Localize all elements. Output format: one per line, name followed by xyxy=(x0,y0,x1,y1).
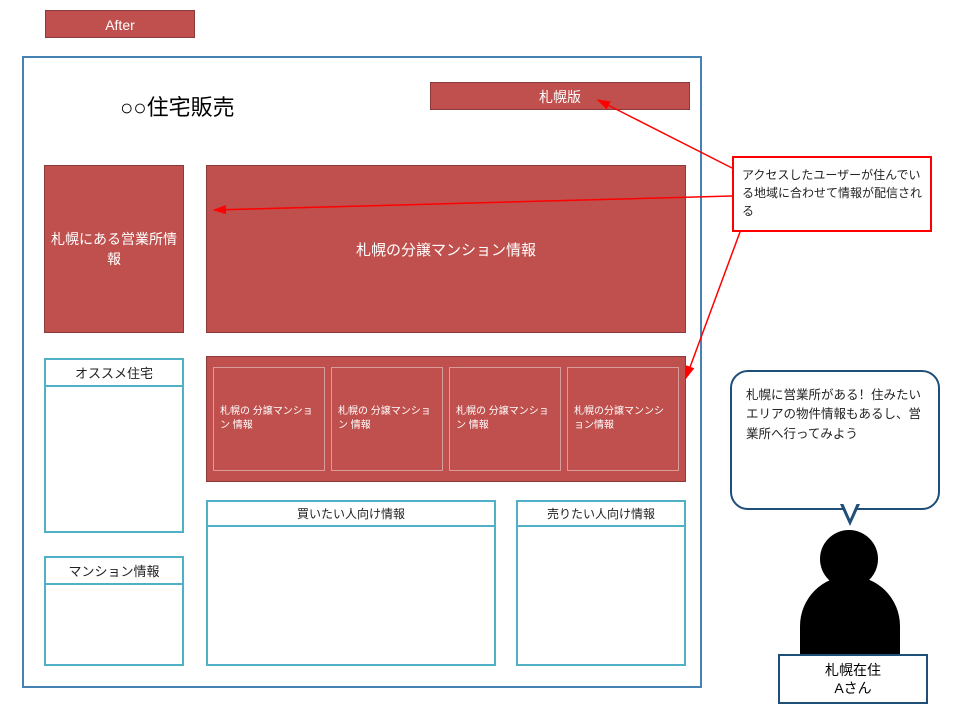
after-badge: After xyxy=(45,10,195,38)
sell-info-header: 売りたい人向け情報 xyxy=(518,502,684,527)
sidebar-mansion-box: マンション情報 xyxy=(44,556,184,666)
speech-tail xyxy=(840,504,860,526)
sidebar-mansion-header: マンション情報 xyxy=(46,558,182,585)
cards-row: 札幌の 分譲マンション 情報 札幌の 分譲マンション 情報 札幌の 分譲マンショ… xyxy=(206,356,686,482)
sidebar-recommend-box: オススメ住宅 xyxy=(44,358,184,533)
buy-info-box: 買いたい人向け情報 xyxy=(206,500,496,666)
main-hero-box: 札幌の分譲マンション情報 xyxy=(206,165,686,333)
card-item: 札幌の 分譲マンション 情報 xyxy=(331,367,443,471)
buy-info-header: 買いたい人向け情報 xyxy=(208,502,494,527)
person-label-line1: 札幌在住 xyxy=(825,662,881,678)
card-item: 札幌の 分譲マンション 情報 xyxy=(213,367,325,471)
speech-bubble: 札幌に営業所がある！住みたいエリアの物件情報もあるし、営業所へ行ってみよう xyxy=(730,370,940,510)
person-label-line2: Aさん xyxy=(834,680,871,696)
callout-box: アクセスしたユーザーが住んでいる地域に合わせて情報が配信される xyxy=(732,156,932,232)
site-title: ○○住宅販売 xyxy=(120,90,235,122)
person-body-icon xyxy=(800,576,900,656)
person-label: 札幌在住 Aさん xyxy=(778,654,928,704)
card-item: 札幌の 分譲マンション 情報 xyxy=(449,367,561,471)
person-head-icon xyxy=(820,530,878,588)
card-item: 札幌の分譲マンンション情報 xyxy=(567,367,679,471)
region-tag: 札幌版 xyxy=(430,82,690,110)
sidebar-office-box: 札幌にある営業所情報 xyxy=(44,165,184,333)
sidebar-recommend-header: オススメ住宅 xyxy=(46,360,182,387)
sell-info-box: 売りたい人向け情報 xyxy=(516,500,686,666)
